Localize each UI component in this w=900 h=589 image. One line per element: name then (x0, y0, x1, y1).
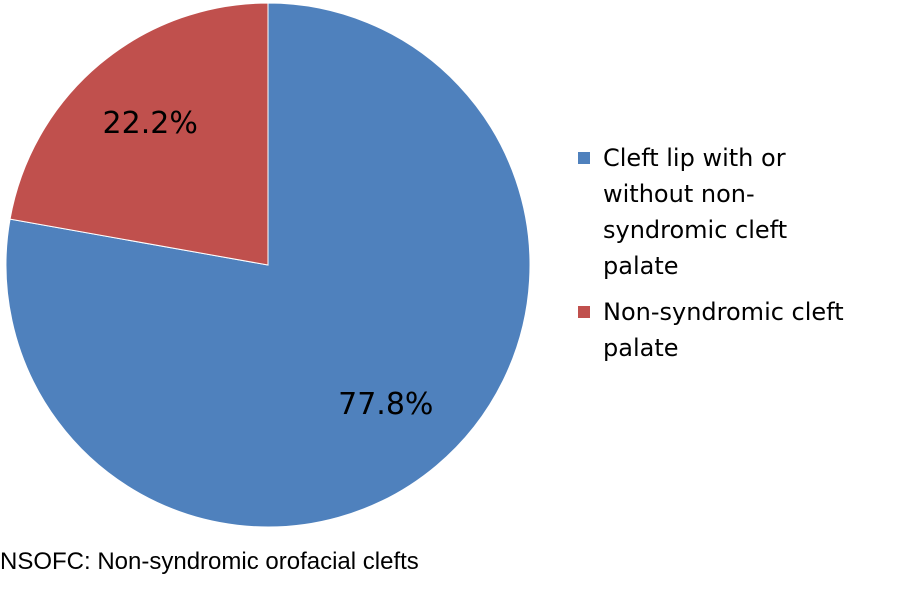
legend-label: Cleft lip with or without non-syndromic … (603, 144, 788, 280)
legend: Cleft lip with or without non-syndromic … (578, 140, 868, 376)
legend-item: Cleft lip with or without non-syndromic … (578, 140, 868, 284)
legend-item: Non-syndromic cleft palate (578, 294, 868, 366)
legend-swatch (578, 152, 590, 164)
legend-label: Non-syndromic cleft palate (603, 298, 844, 362)
footnote: NSOFC: Non-syndromic orofacial clefts (0, 548, 419, 575)
data-label: 22.2% (103, 106, 198, 141)
chart: 77.8% 22.2% (5, 2, 531, 528)
pie-slice (9, 2, 269, 266)
legend-swatch (578, 306, 590, 318)
data-label: 77.8% (338, 387, 433, 422)
